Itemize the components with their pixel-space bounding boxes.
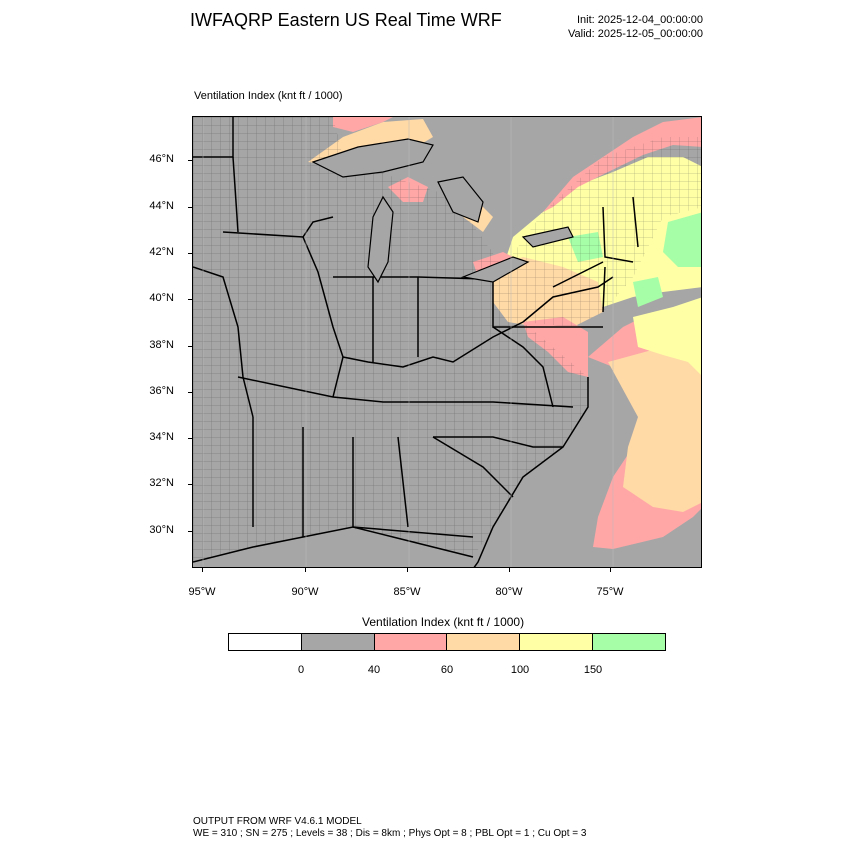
lon-tick bbox=[305, 568, 306, 572]
east-coastline bbox=[473, 377, 589, 567]
lake-superior bbox=[311, 138, 434, 178]
ventilation-index-map bbox=[193, 117, 701, 567]
gulf-coastline bbox=[193, 526, 474, 563]
green-region-newengland bbox=[663, 212, 701, 267]
lon-label-95: 95°W bbox=[188, 586, 216, 598]
init-time: Init: 2025-12-04_00:00:00 bbox=[577, 14, 703, 26]
legend-label: 150 bbox=[583, 664, 603, 676]
map-panel bbox=[192, 116, 702, 568]
legend-colorbar bbox=[228, 633, 666, 651]
legend-label: 0 bbox=[297, 664, 305, 676]
lat-tick bbox=[188, 160, 192, 161]
lon-tick bbox=[509, 568, 510, 572]
lon-tick bbox=[610, 568, 611, 572]
legend-swatch-orange bbox=[447, 634, 521, 650]
lat-label-30: 30°N bbox=[149, 524, 174, 536]
lat-label-38: 38°N bbox=[149, 339, 174, 351]
lon-tick bbox=[202, 568, 203, 572]
ocean-orange-region bbox=[608, 342, 701, 512]
green-region-cape bbox=[633, 277, 663, 307]
lake-superior-red bbox=[333, 117, 393, 132]
legend-label: 40 bbox=[367, 664, 381, 676]
lat-tick bbox=[188, 299, 192, 300]
ocean-yellow-region bbox=[633, 297, 701, 375]
map-subtitle: Ventilation Index (knt ft / 1000) bbox=[194, 90, 343, 102]
legend-swatch-yellow bbox=[520, 634, 594, 650]
lon-label-80: 80°W bbox=[495, 586, 523, 598]
valid-time: Valid: 2025-12-05_00:00:00 bbox=[568, 28, 703, 40]
lat-tick bbox=[188, 484, 192, 485]
northeast-county-boundaries bbox=[503, 137, 701, 327]
legend-label: 60 bbox=[440, 664, 454, 676]
lake-ontario bbox=[521, 226, 574, 248]
legend-label: 100 bbox=[510, 664, 530, 676]
lat-label-36: 36°N bbox=[149, 385, 174, 397]
state-boundaries bbox=[193, 117, 639, 538]
lat-label-32: 32°N bbox=[149, 477, 174, 489]
legend-swatch-red bbox=[374, 634, 448, 650]
legend-swatch-gray bbox=[301, 634, 375, 650]
lake-huron bbox=[437, 176, 484, 223]
legend-swatch-green bbox=[593, 634, 665, 650]
lat-tick bbox=[188, 346, 192, 347]
lat-label-46: 46°N bbox=[149, 153, 174, 165]
lat-label-42: 42°N bbox=[149, 246, 174, 258]
lat-tick bbox=[188, 438, 192, 439]
lat-label-40: 40°N bbox=[149, 292, 174, 304]
lake-michigan bbox=[367, 195, 394, 284]
lat-tick bbox=[188, 531, 192, 532]
legend-swatch-white bbox=[229, 634, 302, 650]
lon-label-75: 75°W bbox=[596, 586, 624, 598]
page-title: IWFAQRP Eastern US Real Time WRF bbox=[190, 10, 502, 30]
lake-erie bbox=[460, 256, 530, 283]
graticule bbox=[202, 117, 614, 567]
model-config: WE = 310 ; SN = 275 ; Levels = 38 ; Dis … bbox=[193, 828, 587, 839]
lat-label-34: 34°N bbox=[149, 431, 174, 443]
county-boundaries bbox=[193, 117, 588, 562]
lon-label-90: 90°W bbox=[291, 586, 319, 598]
model-info: OUTPUT FROM WRF V4.6.1 MODEL WE = 310 ; … bbox=[193, 816, 586, 840]
lat-tick bbox=[188, 392, 192, 393]
great-lakes bbox=[311, 138, 574, 284]
lon-label-85: 85°W bbox=[393, 586, 421, 598]
legend-title: Ventilation Index (knt ft / 1000) bbox=[362, 615, 525, 629]
lon-tick bbox=[407, 568, 408, 572]
lat-tick bbox=[188, 207, 192, 208]
run-times: Init: 2025-12-04_00:00:00 Valid: 2025-12… bbox=[568, 13, 703, 41]
model-version: OUTPUT FROM WRF V4.6.1 MODEL bbox=[193, 816, 362, 827]
lat-tick bbox=[188, 253, 192, 254]
lat-label-44: 44°N bbox=[149, 200, 174, 212]
chesapeake-red-region bbox=[523, 317, 588, 377]
